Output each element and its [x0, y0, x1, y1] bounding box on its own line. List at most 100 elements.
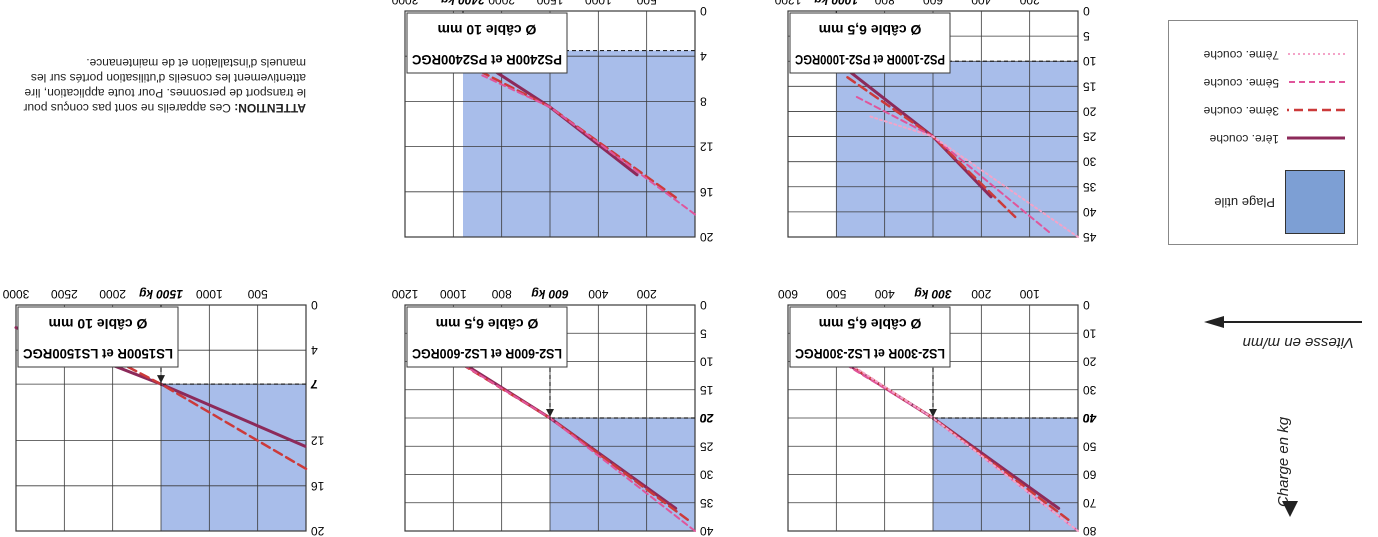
speed-load-chart: 0 4 8 12 16 20 500 1000 1500 2000 3000 2400 kg PS240… — [391, 0, 714, 244]
legend-line-icon — [1287, 53, 1345, 55]
legend-line-icon — [1287, 108, 1345, 112]
legend-item-label: 1ère. couche — [1209, 132, 1279, 146]
speed-tick-label: 45 — [1083, 230, 1097, 244]
speed-tick-label: 12 — [311, 434, 325, 448]
plot-frame — [787, 10, 1079, 238]
speed-tick-label: 40 — [1083, 205, 1097, 219]
speed-tick-label: 0 — [700, 4, 707, 18]
nominal-load-label: 600 kg — [531, 287, 569, 301]
load-tick-label: 1000 — [196, 287, 223, 301]
load-tick-label: 400 — [874, 287, 894, 301]
speed-tick-label: 20 — [1083, 355, 1097, 369]
series-line — [845, 360, 1079, 532]
speed-tick-label: 0 — [700, 298, 707, 312]
chart-title-box — [17, 306, 179, 368]
speed-tick-label: 40 — [700, 524, 714, 537]
charge-arrow-icon — [1282, 501, 1298, 517]
load-tick-label: 500 — [247, 287, 267, 301]
load-tick-label: 3000 — [391, 0, 418, 7]
speed-tick-label: 25 — [700, 439, 714, 453]
speed-tick-label: 15 — [700, 383, 714, 397]
load-tick-label: 800 — [874, 0, 894, 7]
speed-tick-label: 10 — [1083, 326, 1097, 340]
load-tick-label: 1000 — [585, 0, 612, 7]
speed-tick-label: 5 — [1083, 29, 1090, 43]
arrowhead-icon — [546, 409, 554, 417]
load-tick-label: 2500 — [51, 287, 78, 301]
speed-tick-label: 40 — [1083, 411, 1097, 425]
chart-subtitle: Ø câble 10 mm — [438, 22, 537, 38]
speed-tick-label: 35 — [1083, 180, 1097, 194]
load-tick-label: 400 — [971, 0, 991, 7]
charge-axis-hint: Charge en kg — [1275, 416, 1292, 507]
speed-tick-label: 80 — [1083, 524, 1097, 537]
arrowhead-icon — [157, 375, 165, 384]
chart-title-box — [406, 306, 568, 368]
legend-item-label: 5ème. couche — [1203, 76, 1279, 90]
plage-utile-area — [463, 50, 695, 237]
speed-tick-label: 10 — [1083, 54, 1097, 68]
plage-utile-area — [161, 384, 306, 531]
legend-line-icon — [1287, 81, 1345, 83]
plage-utile-swatch — [1285, 170, 1345, 234]
speed-tick-label: 4 — [700, 49, 707, 63]
chart-title-box — [406, 12, 568, 74]
load-tick-label: 800 — [491, 287, 511, 301]
speed-tick-label: 30 — [700, 468, 714, 482]
load-tick-label: 2000 — [488, 0, 515, 7]
speed-tick-label: 50 — [1083, 439, 1097, 453]
legend-area-label: Plage utile — [1214, 195, 1275, 210]
load-tick-label: 400 — [588, 287, 608, 301]
speed-tick-label: 30 — [1083, 155, 1097, 169]
speed-tick-label: 16 — [700, 185, 714, 199]
speed-tick-label: 0 — [1083, 4, 1090, 18]
vitesse-axis-hint: Vitesse en m/mn — [1242, 334, 1354, 351]
series-line — [869, 115, 1079, 238]
speed-tick-label: 4 — [311, 343, 318, 357]
legend-item-label: 3ème. couche — [1203, 104, 1279, 118]
speed-tick-label: 70 — [1083, 496, 1097, 510]
speed-tick-label: 12 — [700, 140, 714, 154]
nominal-speed-label: 40 — [1083, 411, 1098, 425]
load-tick-label: 2000 — [99, 287, 126, 301]
load-tick-label: 200 — [971, 287, 991, 301]
load-tick-label: 600 — [778, 287, 798, 301]
load-tick-label: 600 — [923, 0, 943, 7]
load-tick-label: 200 — [636, 287, 656, 301]
speed-tick-label: 0 — [311, 298, 318, 312]
load-tick-label: 100 — [1019, 287, 1039, 301]
load-tick-label: 1000 — [440, 287, 467, 301]
chart-title: LS1500R et LS1500RGC — [23, 346, 173, 362]
speed-load-chart: 0 5 10 15 20 25 30 35 40 45 200 400 600 800 1200 1000 k… — [774, 0, 1097, 244]
chart-title: PS2-1000R et PS2-1000RGC — [795, 52, 945, 68]
speed-tick-label: 15 — [1083, 79, 1097, 93]
nominal-load-label: 1000 kg — [814, 0, 859, 7]
chart-subtitle: Ø câble 6,5 mm — [436, 316, 539, 332]
chart-subtitle: Ø câble 6,5 mm — [819, 316, 922, 332]
nominal-speed-label: 7 — [310, 377, 318, 391]
series-line — [481, 74, 696, 216]
vitesse-arrow-icon — [1204, 316, 1362, 328]
speed-tick-label: 16 — [311, 479, 325, 493]
chart-subtitle: Ø câble 10 mm — [49, 316, 148, 332]
legend: Plage utile 1ère. couche 3ème. couche 5ème… — [1168, 20, 1358, 245]
chart-title: LS2-600R et LS2-600RGC — [412, 346, 562, 362]
plage-utile-area — [836, 61, 1078, 237]
speed-tick-label: 5 — [700, 326, 707, 340]
speed-tick-label: 0 — [1083, 298, 1090, 312]
chart-title-box — [789, 306, 951, 368]
arrowhead-icon — [929, 409, 937, 417]
load-tick-label: 1200 — [774, 0, 801, 7]
warning-label: ATTENTION: — [234, 101, 306, 115]
speed-tick-label: 35 — [700, 496, 714, 510]
plot-frame — [404, 10, 696, 238]
speed-tick-label: 60 — [1083, 468, 1097, 482]
load-tick-label: 1200 — [391, 287, 418, 301]
legend-line-icon — [1287, 136, 1345, 140]
speed-tick-label: 20 — [311, 524, 325, 537]
load-tick-label: 500 — [826, 287, 846, 301]
